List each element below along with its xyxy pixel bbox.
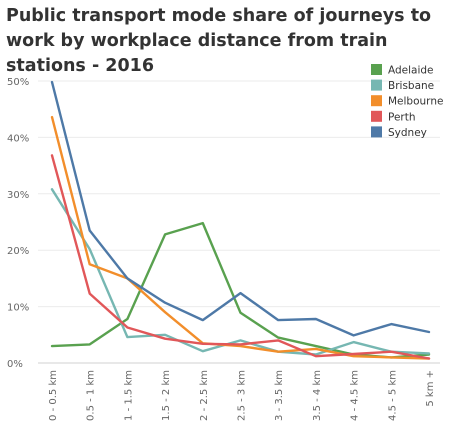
chart-title: Public transport mode share of journeys …: [6, 6, 432, 76]
series-lines: [50, 80, 431, 360]
x-tick-label: 2 - 2.5 km: [199, 370, 210, 421]
legend-swatch: [371, 110, 382, 122]
series-line-melbourne: [50, 115, 431, 360]
legend-swatch: [371, 95, 382, 107]
x-tick-label: 4 - 4.5 km: [350, 370, 361, 421]
x-tick-label: 3.5 - 4 km: [312, 370, 323, 421]
legend-label: Brisbane: [388, 80, 434, 92]
series-line-brisbane: [50, 188, 431, 356]
x-tick-label: 0 - 0.5 km: [48, 370, 59, 421]
series-line-perth: [50, 154, 431, 360]
series-line-sydney: [50, 80, 431, 337]
x-tick-label: 1 - 1.5 km: [123, 370, 134, 421]
x-tick-label: 2.5 - 3 km: [237, 370, 248, 421]
legend-swatch: [371, 79, 382, 91]
legend: Adelaide Brisbane Melbourne Perth Sydney: [371, 64, 443, 139]
y-axis: 0% 10% 20% 30% 40% 50%: [7, 77, 29, 370]
legend-label: Adelaide: [388, 65, 434, 77]
x-tick-label: 1.5 - 2 km: [161, 370, 172, 421]
x-tick-label: 4.5 - 5 km: [387, 370, 398, 421]
legend-label: Perth: [388, 111, 416, 123]
y-tick-label: 0%: [7, 359, 23, 370]
legend-swatch: [371, 126, 382, 138]
y-tick-label: 20%: [7, 246, 29, 257]
x-tick-label: 5 km +: [425, 370, 436, 407]
x-axis: 0 - 0.5 km 0.5 - 1 km 1 - 1.5 km 1.5 - 2 km…: [48, 370, 436, 421]
y-tick-label: 30%: [7, 190, 29, 201]
legend-swatch: [371, 64, 382, 75]
x-tick-label: 0.5 - 1 km: [86, 370, 97, 421]
y-tick-label: 40%: [7, 133, 29, 144]
y-tick-label: 50%: [7, 77, 29, 88]
legend-label: Sydney: [388, 127, 427, 139]
x-tick-label: 3 - 3.5 km: [274, 370, 285, 421]
y-tick-label: 10%: [7, 303, 29, 314]
legend-label: Melbourne: [388, 96, 443, 108]
